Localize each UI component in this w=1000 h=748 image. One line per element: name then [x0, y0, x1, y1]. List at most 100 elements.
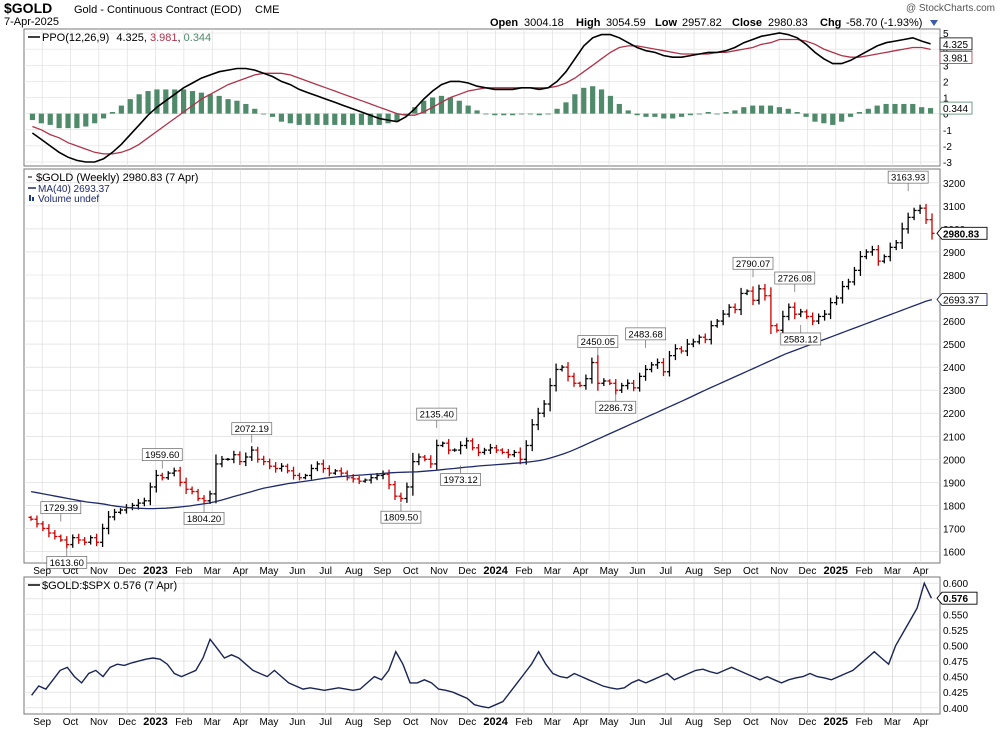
histogram-bar [767, 105, 774, 114]
ohlc-bar [822, 310, 828, 321]
x-tick-label: 2023 [143, 565, 167, 577]
annotation-text: 1973.12 [443, 475, 477, 486]
price-y-tick-label: 2900 [943, 248, 966, 259]
ppo-legend-signal: 3.981 [150, 32, 178, 44]
price-last-value-box [936, 226, 988, 240]
price-annotation: 2450.05 [577, 335, 619, 356]
histogram-bar [47, 113, 53, 125]
ohlc-bar [845, 278, 851, 290]
ohlc-bar [601, 378, 607, 387]
annotation-box [625, 327, 666, 341]
ohlc-bar [28, 515, 34, 521]
ohlc-bar [696, 334, 702, 345]
ohlc-bar [487, 443, 493, 455]
x-tick-label: Jun [289, 717, 305, 728]
x-tick-label: Aug [685, 717, 703, 728]
histogram-bar [732, 110, 738, 114]
x-tick-label: Sep [373, 717, 391, 728]
ohlc-bar [851, 266, 857, 286]
ohlc-bar [720, 310, 726, 326]
histogram-bar [367, 113, 373, 125]
price-annotation: 1959.60 [141, 448, 183, 469]
ohlc-summary: Open 3004.18 High 3054.59 Low 2957.82 Cl… [490, 17, 938, 29]
price-y-tick-label: 2200 [943, 409, 966, 420]
histogram-bar [518, 113, 525, 115]
annotation-text: 2135.40 [420, 410, 454, 421]
volume-legend-text: Volume undef [38, 194, 99, 205]
ppo-last-value: 3.981 [943, 53, 968, 64]
histogram-bar [536, 113, 542, 116]
ppo-y-tick-label: 4 [943, 45, 949, 56]
annotation-layer: 1729.39 1613.60 1959.60 1804.20 2072.19 1809.… [40, 170, 929, 569]
ppo-y-tick-label: -2 [943, 142, 952, 153]
ohlc-bar [112, 508, 118, 521]
ohlc-bar [380, 470, 386, 480]
ohlc-bar [237, 451, 243, 465]
ratio-last-value: 0.576 [943, 594, 968, 605]
ohlc-bar [840, 280, 846, 304]
ohlc-bar [392, 480, 398, 500]
ohlc-bar [523, 440, 529, 465]
price-annotation: 2072.19 [231, 422, 273, 443]
histogram-bar [847, 113, 854, 117]
histogram-bar [234, 100, 240, 114]
ohlc-bar [70, 534, 76, 548]
ohlc-bar [213, 454, 219, 504]
ohlc-bar [493, 444, 499, 453]
ohlc-bar [678, 346, 684, 354]
x-tick-label: Dec [799, 717, 817, 728]
ma-legend-text: MA(40) 2693.37 [38, 184, 110, 195]
ohlc-bar [655, 358, 661, 369]
histogram-bar [563, 102, 569, 114]
ohlc-bar [684, 339, 690, 357]
ohlc-bar [511, 449, 517, 458]
x-tick-label: Oct [63, 566, 79, 577]
ohlc-bar [774, 323, 780, 333]
histogram-bar [856, 112, 863, 114]
ohlc-bar [649, 361, 655, 373]
histogram-bar [750, 105, 756, 114]
x-tick-label: Apr [913, 717, 929, 728]
ohlc-bar [82, 537, 88, 546]
ohlc-bar [875, 245, 881, 266]
annotation-box [887, 170, 929, 184]
ohlc-bar [106, 511, 112, 535]
x-tick-label: Jun [629, 566, 645, 577]
x-tick-label: Feb [175, 566, 193, 577]
ratio-y-tick-label: 0.400 [943, 704, 968, 715]
histogram-bar [83, 113, 89, 127]
ohlc-bar [201, 495, 207, 505]
ohlc-bar [314, 461, 320, 472]
price-annotation: 2726.08 [774, 271, 816, 293]
x-tick-label: Jul [319, 717, 332, 728]
ohlc-bar [302, 473, 308, 480]
x-tick-label: Apr [233, 566, 249, 577]
histogram-bar [803, 113, 809, 117]
ohlc-bar [744, 289, 750, 296]
x-tick-label: Mar [204, 717, 222, 728]
histogram-bar [429, 97, 436, 114]
ohlc-bar [249, 446, 255, 461]
x-tick-label: Oct [743, 566, 759, 577]
ohlc-bar [923, 203, 929, 224]
x-tick-label: Feb [856, 566, 874, 577]
x-tick-label: 2024 [483, 565, 508, 577]
ohlc-bar [637, 372, 643, 392]
ohlc-bar [857, 251, 863, 276]
price-y-tick-label: 3200 [943, 179, 966, 190]
histogram-bar [394, 113, 400, 122]
histogram-bar [901, 103, 907, 114]
ratio-y-tick-label: 0.600 [943, 579, 968, 590]
ppo-y-tick-label: 5 [943, 29, 949, 40]
x-tick-label: Jun [289, 566, 305, 577]
ohlc-bar [189, 486, 195, 495]
price-y-tick-label: 2800 [943, 271, 966, 282]
watermark: @ StockCharts.com [906, 3, 995, 14]
x-tick-label: 2025 [824, 565, 848, 577]
x-tick-label: Nov [430, 717, 448, 728]
chart-date: 7-Apr-2025 [4, 16, 59, 28]
histogram-bar [278, 113, 285, 122]
triangle-down-icon [930, 20, 938, 26]
price-last-value: 2980.83 [943, 229, 980, 240]
ma40-line [30, 298, 933, 510]
